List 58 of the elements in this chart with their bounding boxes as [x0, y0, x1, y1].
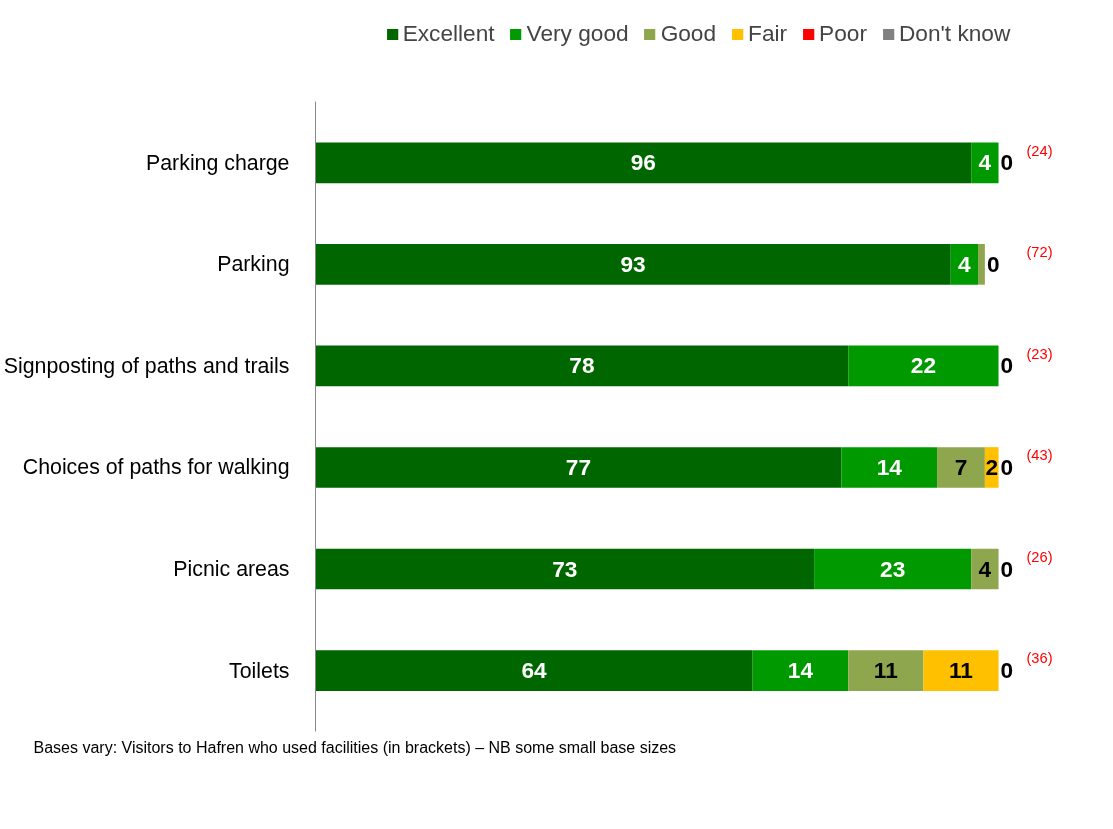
- text: (36): [1026, 650, 1053, 667]
- y-tick-label: Choices of paths for walking: [22, 455, 290, 480]
- y-tick-label: Picnic areas: [173, 557, 290, 582]
- y-tick-label: Toilets: [229, 658, 290, 683]
- data-label: 4: [978, 555, 992, 582]
- data-label: 2: [985, 453, 999, 480]
- data-label: 11: [873, 657, 898, 684]
- bar: [315, 142, 972, 184]
- bar: [971, 142, 999, 184]
- legend-label: Excellent: [402, 20, 495, 47]
- data-label: 0: [1000, 453, 1014, 480]
- text: (26): [1026, 548, 1053, 565]
- data-label: 14: [876, 453, 903, 480]
- data-label: 0: [1000, 555, 1014, 582]
- data-label: 73: [552, 555, 578, 582]
- bar: [814, 548, 972, 590]
- data-label: 22: [910, 352, 936, 379]
- data-label: 14: [787, 657, 814, 684]
- bar: [848, 345, 999, 387]
- bar: [937, 447, 985, 488]
- data-label: 0: [1000, 149, 1014, 176]
- data-label: 0: [986, 250, 1000, 277]
- legend-label: Good: [660, 20, 717, 47]
- data-label: 78: [569, 352, 595, 379]
- text: (23): [1026, 345, 1053, 362]
- data-label: 93: [620, 250, 646, 277]
- bar: [315, 244, 951, 285]
- data-label: 7: [954, 453, 968, 480]
- data-label: 0: [1000, 352, 1014, 379]
- legend-label: Very good: [526, 20, 629, 47]
- text: (24): [1026, 142, 1053, 159]
- bar: [315, 548, 815, 590]
- text: (43): [1026, 447, 1053, 464]
- data-label: 4: [958, 250, 972, 277]
- text: (72): [1026, 244, 1053, 261]
- bar: [848, 650, 924, 691]
- data-label: 23: [880, 555, 906, 582]
- y-tick-label: Signposting of paths and trails: [3, 353, 290, 378]
- legend-label: Fair: [748, 20, 788, 47]
- text: Bases vary: Visitors to Hafren who used facilities (in brackets) – NB some small base sizes: [33, 738, 677, 756]
- y-tick-label: Parking charge: [146, 150, 290, 175]
- bar: [923, 650, 999, 691]
- data-label: 0: [1000, 657, 1014, 684]
- bar: [315, 650, 753, 691]
- y-tick-label: Parking: [217, 252, 290, 277]
- bar: [315, 447, 842, 488]
- data-label: 4: [978, 149, 992, 176]
- data-label: 77: [565, 453, 592, 480]
- bar: [978, 244, 985, 285]
- data-label: 64: [521, 657, 548, 684]
- legend-label: Don't know: [898, 20, 1011, 47]
- legend-label: Poor: [819, 20, 867, 47]
- bar: [971, 548, 999, 590]
- bar: [841, 447, 938, 488]
- data-label: 11: [948, 657, 973, 684]
- data-label: 96: [630, 149, 656, 176]
- bar: [752, 650, 849, 691]
- bar: [315, 345, 849, 387]
